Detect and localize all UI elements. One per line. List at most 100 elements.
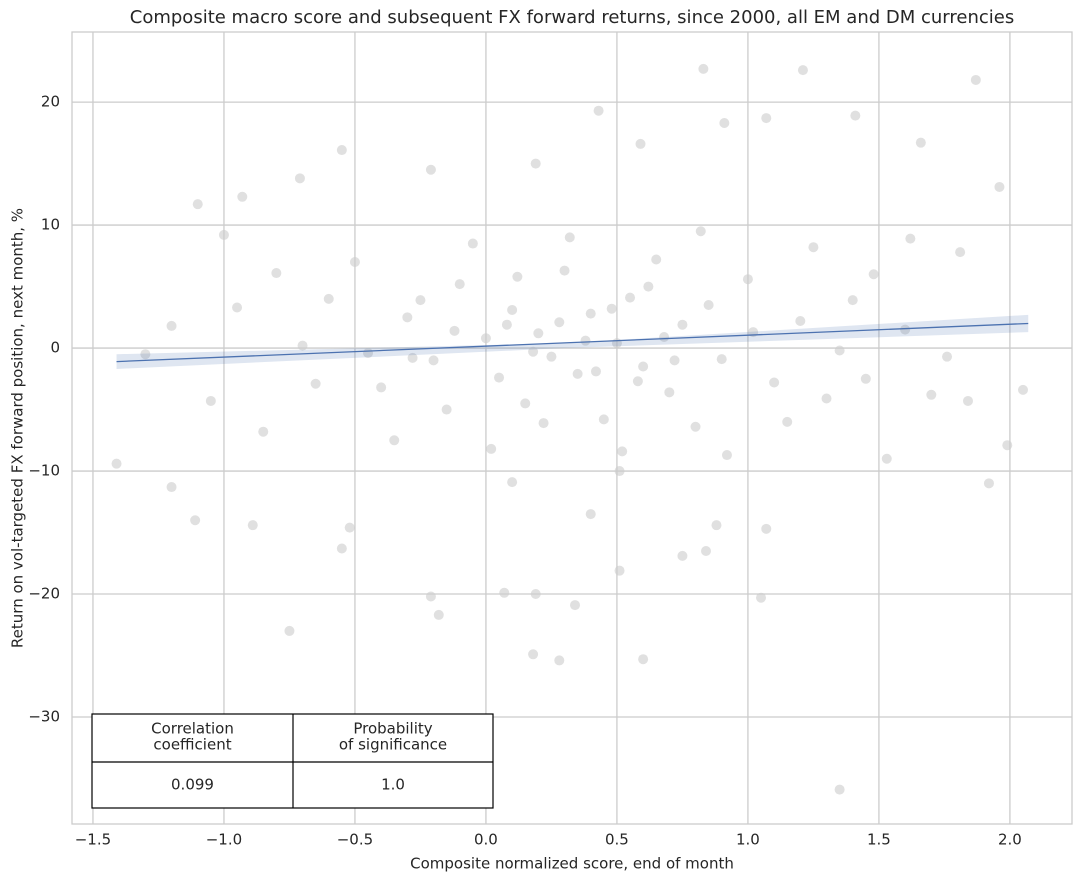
point [643, 281, 654, 292]
point [834, 345, 845, 356]
point [614, 565, 625, 576]
point [761, 113, 772, 124]
x-axis-label: Composite normalized score, end of month [410, 855, 734, 873]
point [721, 450, 732, 461]
point [454, 279, 465, 290]
x-tick-label: 2.0 [998, 831, 1022, 849]
point [494, 372, 505, 383]
point [528, 346, 539, 357]
point [297, 340, 308, 351]
point [821, 393, 832, 404]
point [669, 355, 680, 366]
point [271, 268, 282, 279]
point [449, 325, 460, 336]
point [711, 520, 722, 531]
y-axis-label: Return on vol-targeted FX forward positi… [9, 208, 27, 648]
point [719, 118, 730, 129]
point [756, 592, 767, 603]
point [415, 295, 426, 306]
point [344, 522, 355, 533]
point [467, 238, 478, 249]
point [425, 164, 436, 175]
point [528, 649, 539, 660]
y-tick-label: −20 [28, 585, 60, 603]
point [590, 366, 601, 377]
regression-line [116, 322, 1029, 363]
point [192, 199, 203, 210]
point [695, 226, 706, 237]
point [507, 304, 518, 315]
point [323, 293, 334, 304]
point [625, 292, 636, 303]
point [530, 158, 541, 169]
y-tick-label: 0 [50, 339, 60, 357]
point [559, 265, 570, 276]
point [538, 418, 549, 429]
point [407, 352, 418, 363]
point [761, 523, 772, 534]
point [140, 349, 151, 360]
point [638, 654, 649, 665]
chart-title: Composite macro score and subsequent FX … [130, 7, 1014, 28]
x-tick-label: 0.0 [474, 831, 498, 849]
point [205, 395, 216, 406]
point [860, 373, 871, 384]
point [247, 520, 258, 531]
point [166, 482, 177, 493]
point [389, 435, 400, 446]
table-header: coefficient [153, 736, 231, 754]
point [868, 269, 879, 280]
point [834, 784, 845, 795]
x-tick-label: −1.0 [206, 831, 242, 849]
point [635, 138, 646, 149]
point [402, 312, 413, 323]
point [486, 443, 497, 454]
point [593, 105, 604, 116]
point [664, 387, 675, 398]
point [797, 65, 808, 76]
x-tick-label: 1.5 [867, 831, 891, 849]
x-tick-label: 1.0 [736, 831, 760, 849]
point [606, 303, 617, 314]
point [501, 319, 512, 330]
point [111, 458, 122, 469]
table-header: Probability [353, 720, 432, 738]
point [769, 377, 780, 388]
y-tick-label: 20 [41, 93, 60, 111]
point [795, 316, 806, 327]
point [847, 295, 858, 306]
point [850, 110, 861, 121]
point [983, 478, 994, 489]
point [507, 477, 518, 488]
point [638, 361, 649, 372]
point [782, 416, 793, 427]
point [915, 137, 926, 148]
point [651, 254, 662, 265]
point [376, 382, 387, 393]
point [441, 404, 452, 415]
point [580, 335, 591, 346]
table-header: of significance [339, 736, 447, 754]
point [533, 328, 544, 339]
x-tick-label: −1.5 [75, 831, 111, 849]
point [499, 587, 510, 598]
point [970, 74, 981, 85]
point [617, 446, 628, 457]
x-tick-label: 0.5 [605, 831, 629, 849]
point [310, 378, 321, 389]
point [742, 274, 753, 285]
point [284, 625, 295, 636]
point [428, 355, 439, 366]
y-tick-label: −10 [28, 462, 60, 480]
point [190, 515, 201, 526]
point [336, 543, 347, 554]
point [703, 300, 714, 311]
point [349, 256, 360, 267]
point [585, 509, 596, 520]
point [900, 324, 911, 335]
point [677, 319, 688, 330]
point [1002, 440, 1013, 451]
point [546, 351, 557, 362]
